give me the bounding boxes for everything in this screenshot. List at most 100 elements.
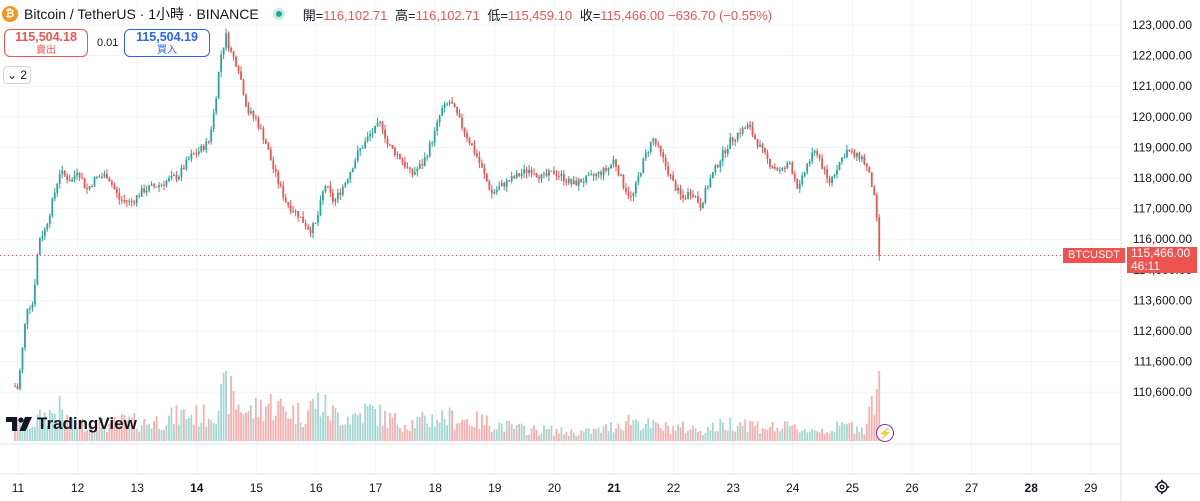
candle-body bbox=[115, 188, 118, 194]
volume-bar bbox=[582, 431, 585, 441]
market-status-icon[interactable] bbox=[272, 8, 285, 20]
volume-bar bbox=[277, 400, 280, 441]
candle-body bbox=[408, 167, 411, 169]
symbol-title[interactable]: Bitcoin / TetherUS · 1小時 · BINANCE bbox=[24, 6, 259, 22]
candle-body bbox=[130, 200, 133, 202]
tradingview-logo[interactable]: TradingView bbox=[6, 414, 137, 434]
candle-body bbox=[441, 108, 444, 116]
volume-bar bbox=[490, 431, 493, 441]
time-tick-label: 21 bbox=[607, 481, 621, 495]
time-tick-label: 22 bbox=[667, 481, 681, 495]
candle-body bbox=[587, 174, 590, 176]
volume-bar bbox=[610, 422, 612, 441]
volume-bar bbox=[538, 435, 540, 441]
gear-icon[interactable] bbox=[1154, 479, 1170, 495]
candle-body bbox=[232, 51, 235, 57]
candle-body bbox=[33, 284, 36, 305]
candle-body bbox=[811, 152, 814, 162]
candle-body bbox=[597, 171, 600, 174]
volume-bar bbox=[808, 431, 811, 441]
candle-body bbox=[237, 66, 240, 72]
candle-body bbox=[245, 94, 247, 107]
candle-body bbox=[505, 180, 508, 187]
candle-body bbox=[83, 178, 86, 189]
candle-body bbox=[572, 180, 575, 185]
candle-body bbox=[272, 160, 275, 170]
candle-body bbox=[664, 157, 667, 167]
candle-body bbox=[453, 103, 456, 107]
candle-body bbox=[148, 185, 151, 191]
volume-bar bbox=[826, 432, 828, 441]
candle-body bbox=[607, 168, 610, 171]
candle-body bbox=[592, 174, 595, 177]
volume-bar bbox=[230, 376, 232, 441]
candle-body bbox=[684, 198, 687, 200]
candle-body bbox=[625, 188, 627, 192]
volume-bar bbox=[138, 431, 141, 441]
candlesticks bbox=[14, 29, 881, 391]
candle-body bbox=[63, 170, 66, 176]
candle-body bbox=[302, 216, 304, 223]
candle-body bbox=[823, 168, 826, 170]
candle-body bbox=[41, 235, 44, 239]
candle-body bbox=[145, 190, 148, 193]
volume-bar bbox=[806, 432, 809, 441]
volume-bar bbox=[16, 417, 19, 441]
volume-bar bbox=[791, 425, 794, 441]
tradingview-logo-icon bbox=[6, 417, 32, 431]
volume-bar bbox=[664, 421, 667, 441]
volume-bar bbox=[394, 412, 396, 441]
candle-body bbox=[451, 102, 453, 104]
candle-body bbox=[426, 156, 429, 158]
lightning-icon[interactable]: ⚡ bbox=[876, 424, 894, 442]
candle-body bbox=[29, 308, 31, 310]
volume-bar bbox=[21, 429, 24, 441]
volume-bar bbox=[426, 423, 429, 441]
volume-bar bbox=[731, 430, 734, 441]
time-axis[interactable]: 11 12 13 14 15 16 17 18 19 20 21 22 23 24 25 26 27 28 29 bbox=[12, 481, 1098, 495]
tradingview-wordmark: TradingView bbox=[37, 414, 137, 433]
candle-body bbox=[327, 186, 329, 188]
volume-bar bbox=[838, 425, 841, 441]
candle-body bbox=[458, 113, 461, 118]
volume-bar bbox=[433, 426, 436, 441]
volume-bar bbox=[359, 412, 362, 441]
volume-bar bbox=[513, 428, 516, 441]
candle-body bbox=[560, 174, 563, 177]
volume-bar bbox=[369, 403, 372, 441]
candle-body bbox=[562, 174, 565, 182]
candle-body bbox=[91, 186, 93, 188]
volume-bar bbox=[282, 406, 285, 441]
volume-bar bbox=[364, 403, 367, 441]
candle-body bbox=[178, 176, 180, 180]
candle-body bbox=[354, 160, 357, 169]
volume-bar bbox=[503, 431, 506, 441]
candle-body bbox=[106, 173, 108, 179]
candle-body bbox=[508, 180, 511, 182]
candle-body bbox=[153, 184, 155, 187]
candle-body bbox=[314, 222, 317, 224]
buy-button[interactable]: 115,504.19 買入 bbox=[124, 29, 210, 57]
candle-body bbox=[530, 169, 533, 174]
volume-bar bbox=[408, 430, 411, 441]
candle-body bbox=[774, 167, 776, 169]
indicators-collapse-button[interactable]: ⌄ 2 bbox=[3, 66, 31, 84]
volume-bar bbox=[821, 429, 824, 441]
candle-body bbox=[781, 167, 784, 170]
candle-body bbox=[565, 181, 568, 183]
volume-bar bbox=[26, 416, 29, 441]
volume-bar bbox=[274, 415, 277, 441]
volume-bar bbox=[778, 431, 781, 441]
volume-bar bbox=[46, 425, 49, 441]
candle-body bbox=[262, 128, 265, 140]
volume-bar bbox=[515, 425, 518, 441]
volume-bar bbox=[58, 395, 61, 441]
volume-bar bbox=[478, 428, 481, 441]
candle-body bbox=[180, 167, 183, 177]
candle-body bbox=[269, 149, 272, 161]
sell-button[interactable]: 115,504.18 賣出 bbox=[4, 29, 88, 57]
volume-bar bbox=[473, 427, 476, 441]
volume-bar bbox=[297, 402, 300, 441]
volume-bar bbox=[125, 420, 128, 441]
